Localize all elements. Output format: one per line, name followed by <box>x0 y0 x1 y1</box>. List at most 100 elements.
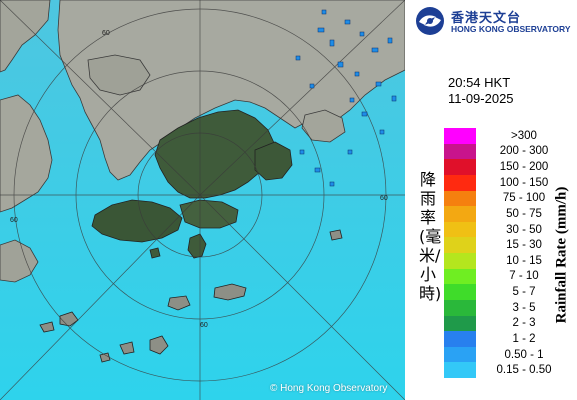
bearing-line-nw <box>0 0 201 196</box>
south-island-8 <box>329 229 343 241</box>
legend-row: 75 - 100 <box>444 190 572 207</box>
cheung-chau <box>149 247 161 259</box>
rain-echoes <box>295 9 397 187</box>
legend-range-label: 100 - 150 <box>499 176 549 189</box>
rain-echo <box>354 71 360 77</box>
south-island-1 <box>213 283 247 301</box>
legend-range-label: 2 - 3 <box>512 317 536 330</box>
legend-row: 0.50 - 1 <box>444 346 572 363</box>
east-peninsula <box>254 141 293 181</box>
legend-range-label: >300 <box>511 129 537 142</box>
legend-range-label: 1 - 2 <box>512 332 536 345</box>
legend-range-label: 5 - 7 <box>512 286 536 299</box>
timestamp-date: 11-09-2025 <box>448 91 514 106</box>
south-island-2 <box>167 295 191 311</box>
rain-echo <box>317 27 325 33</box>
rain-echo <box>299 149 305 155</box>
legend-row: 2 - 3 <box>444 315 572 332</box>
rain-echo <box>391 95 397 102</box>
legend-swatch <box>444 362 476 378</box>
legend-range-label: 50 - 75 <box>506 207 542 220</box>
radar-map: 60 60 60 60 © Hong Kong Obs <box>0 0 405 400</box>
ring-label-n: 60 <box>102 30 110 37</box>
legend-swatch <box>444 206 476 222</box>
legend-swatch <box>444 299 476 316</box>
logo-name-cn: 香港天文台 <box>451 11 522 26</box>
legend-range-label: 10 - 15 <box>506 254 542 267</box>
rain-echo <box>309 83 315 89</box>
rain-echo <box>387 37 393 44</box>
range-rings <box>0 0 405 400</box>
rain-echo <box>347 149 353 155</box>
rainfall-legend: >300 200 - 300 150 - 200 100 - 150 75 - 100 5… <box>444 128 572 378</box>
hk-island <box>179 199 239 229</box>
legend-swatch <box>444 315 476 332</box>
legend-swatch <box>444 190 476 207</box>
legend-title-cn: 降雨率(毫米/小時) <box>419 170 442 303</box>
logo-name-en: HONG KONG OBSERVATORY <box>451 24 571 34</box>
rain-echo <box>314 167 321 173</box>
lantau-island <box>91 199 183 243</box>
rain-echo <box>371 47 379 53</box>
legend-range-label: 0.15 - 0.50 <box>496 364 552 377</box>
legend-row: >300 <box>444 128 572 144</box>
legend-row: 200 - 300 <box>444 143 572 160</box>
legend-swatch <box>444 128 476 144</box>
legend-row: 50 - 75 <box>444 206 572 222</box>
rain-echo <box>359 31 365 37</box>
rain-echo <box>295 55 301 61</box>
south-island-6 <box>119 341 135 355</box>
rain-echo <box>379 129 385 135</box>
legend-range-label: 15 - 30 <box>506 239 542 252</box>
rain-echo <box>337 61 344 68</box>
legend-row: 3 - 5 <box>444 299 572 316</box>
legend-range-label: 0.50 - 1 <box>504 348 544 361</box>
south-island-7 <box>99 352 111 363</box>
bearing-line-se <box>199 194 405 400</box>
rain-echo <box>321 9 327 15</box>
legend-range-label: 3 - 5 <box>512 301 536 314</box>
side-panel: 香港天文台 HONG KONG OBSERVATORY 20:54 HKT 11… <box>405 0 577 400</box>
legend-row: 7 - 10 <box>444 268 572 285</box>
timestamp-time: 20:54 HKT <box>448 75 511 90</box>
ring-label-s: 60 <box>200 322 208 329</box>
legend-swatch <box>444 268 476 285</box>
legend-row: 1 - 2 <box>444 331 572 347</box>
legend-swatch <box>444 284 476 300</box>
hko-logo-icon <box>416 7 444 35</box>
new-territories <box>154 109 276 199</box>
copyright-text: © Hong Kong Observatory <box>270 383 388 394</box>
legend-row: 30 - 50 <box>444 221 572 238</box>
bearing-line-ne <box>199 0 405 196</box>
legend-swatch <box>444 331 476 347</box>
ring-label-e: 60 <box>380 195 388 202</box>
legend-row: 0.15 - 0.50 <box>444 362 572 378</box>
legend-swatch <box>444 174 476 191</box>
south-island-3 <box>149 335 169 355</box>
ring-label-w: 60 <box>10 217 18 224</box>
north-peninsula <box>87 54 151 96</box>
radar-map-svg: 60 60 60 60 <box>0 0 405 400</box>
legend-swatch <box>444 221 476 238</box>
legend-range-label: 7 - 10 <box>509 270 539 283</box>
legend-swatch <box>444 159 476 175</box>
rain-echo <box>375 81 382 87</box>
legend-row: 15 - 30 <box>444 237 572 253</box>
legend-row: 100 - 150 <box>444 174 572 191</box>
south-island-5 <box>39 321 55 333</box>
west-island <box>0 239 39 283</box>
legend-row: 150 - 200 <box>444 159 572 175</box>
legend-swatch <box>444 143 476 160</box>
rain-echo <box>361 111 368 117</box>
rain-echo <box>349 97 355 103</box>
bearing-line-sw <box>0 194 201 400</box>
mainland-west <box>0 0 51 73</box>
legend-swatch <box>444 237 476 253</box>
legend-row: 5 - 7 <box>444 284 572 300</box>
legend-range-label: 200 - 300 <box>499 145 549 158</box>
rain-echo <box>344 19 351 25</box>
legend-swatch <box>444 346 476 363</box>
legend-range-label: 30 - 50 <box>506 223 542 236</box>
legend-range-label: 75 - 100 <box>502 192 546 205</box>
east-island <box>301 109 346 143</box>
